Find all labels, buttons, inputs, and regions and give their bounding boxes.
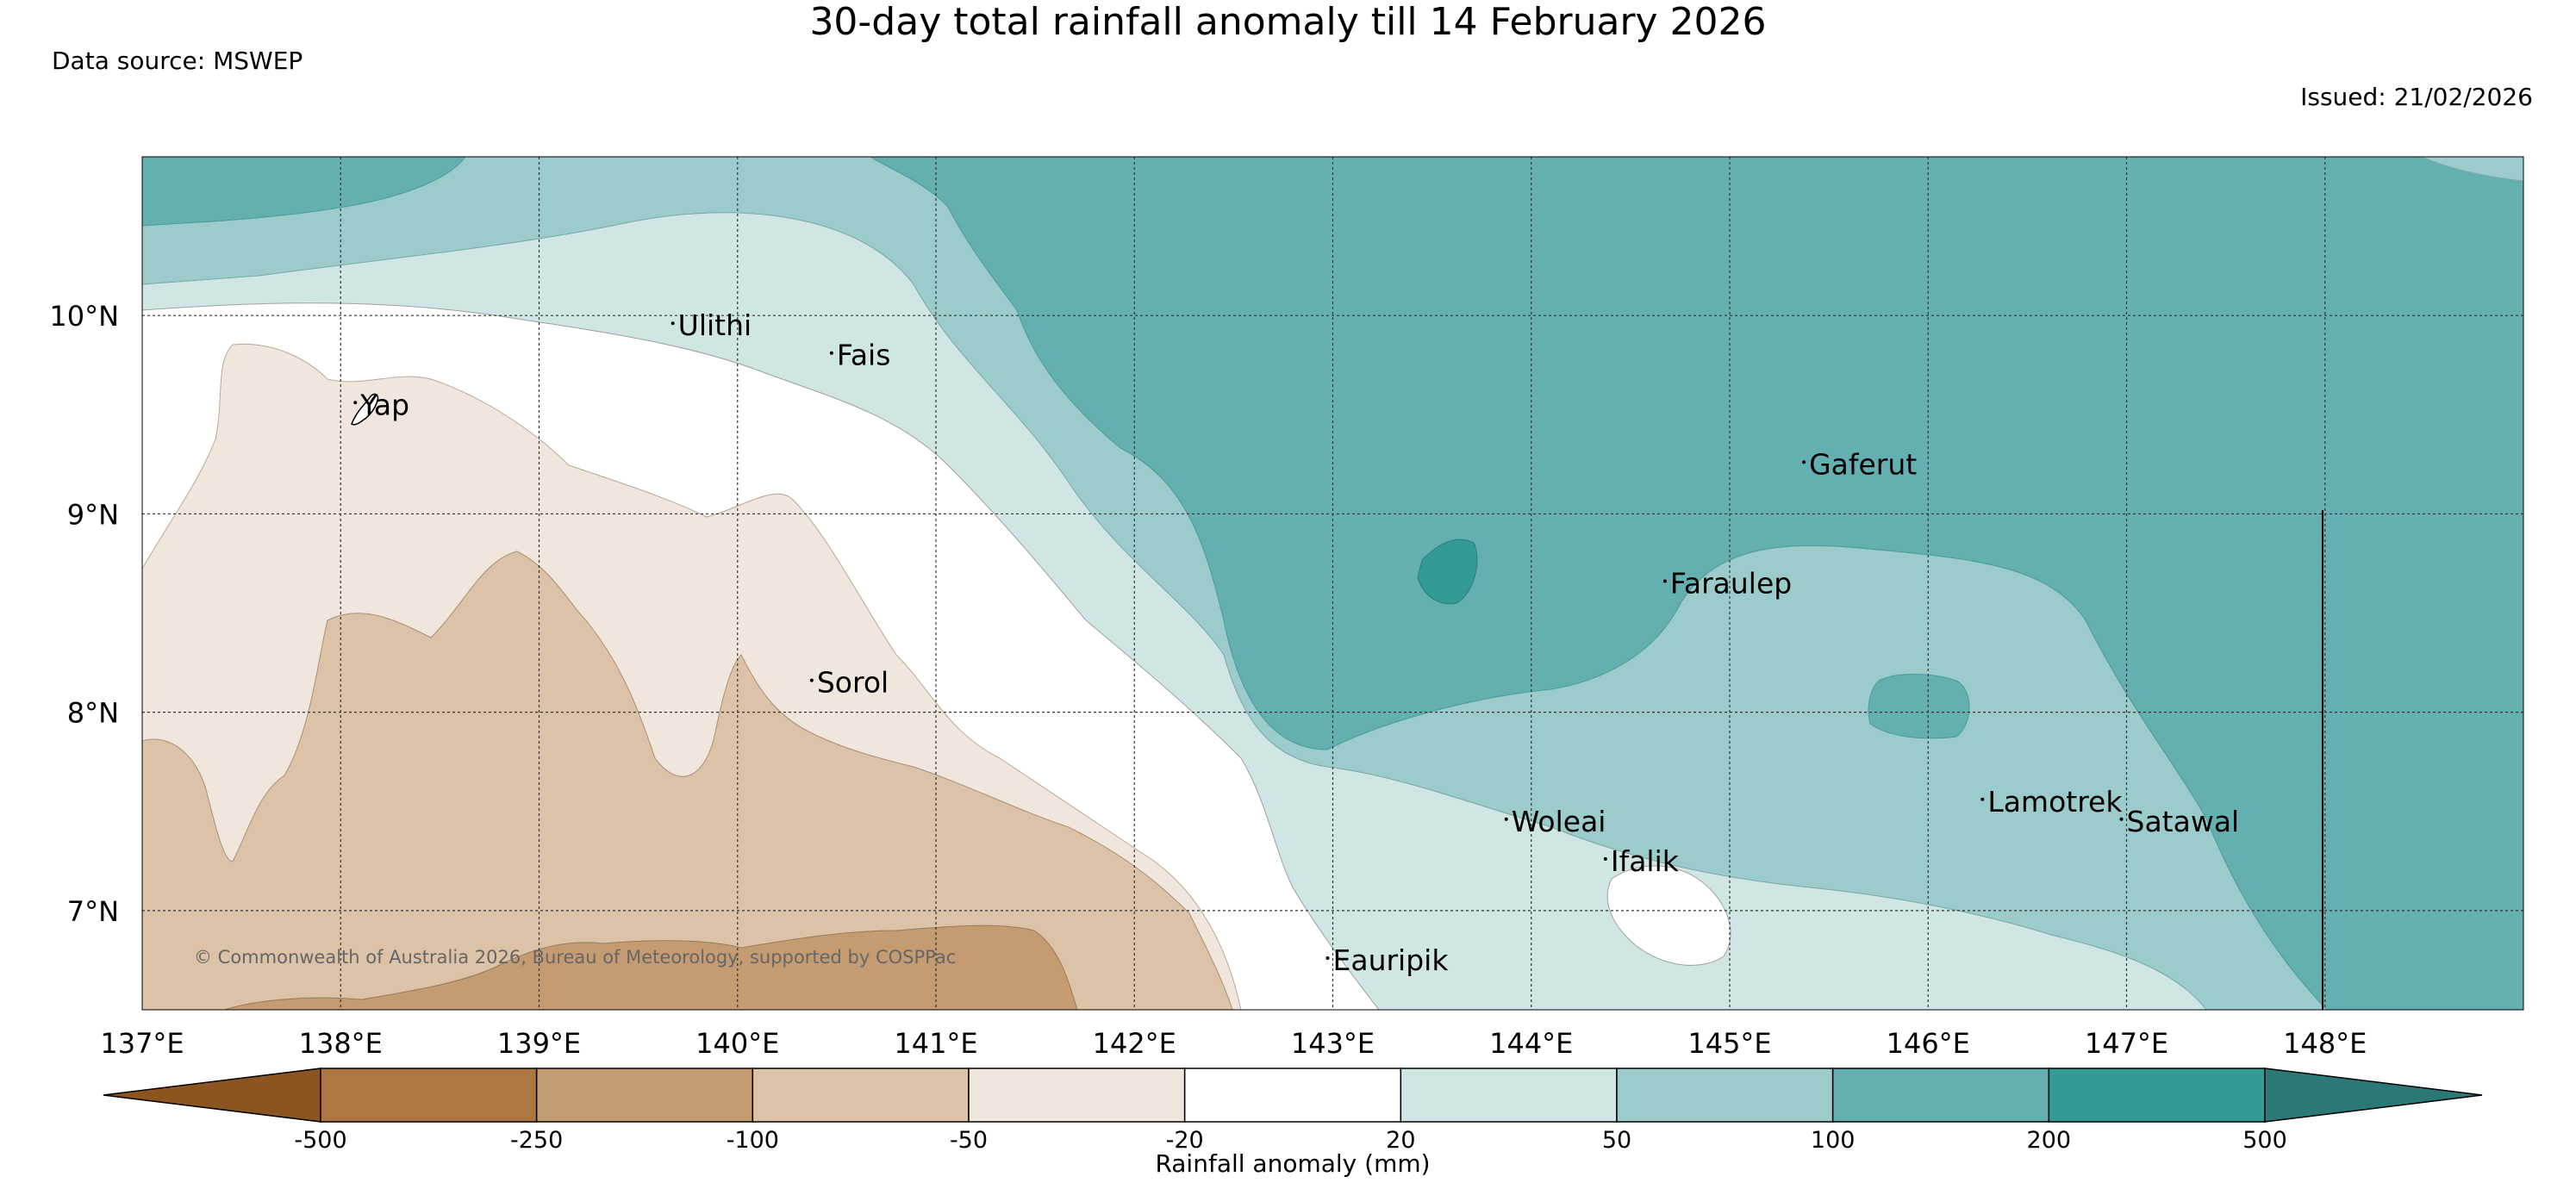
- colorbar-swatch: [1400, 1068, 1618, 1123]
- lon-tick-label: 138°E: [299, 1027, 383, 1060]
- place-label-sorol: Sorol: [817, 666, 889, 700]
- data-source-label: Data source: MSWEP: [52, 47, 303, 75]
- contour-100-200-nw: [142, 157, 466, 227]
- lat-tick-label: 8°N: [67, 697, 119, 730]
- lat-tick-label: 10°N: [49, 300, 119, 333]
- lon-tick-label: 139°E: [497, 1027, 581, 1060]
- colorbar-extend-high: [2264, 1068, 2483, 1123]
- place-marker: [1325, 956, 1330, 960]
- colorbar-tick-label: -250: [510, 1127, 563, 1154]
- lon-tick-label: 142°E: [1093, 1027, 1176, 1060]
- lat-tick-label: 7°N: [67, 895, 119, 928]
- place-label-fais: Fais: [837, 339, 891, 372]
- colorbar-swatch: [1616, 1068, 1834, 1123]
- colorbar-tick-label: -50: [950, 1127, 988, 1154]
- place-marker: [1802, 460, 1806, 464]
- contour-neutral-patch: [1606, 865, 1731, 966]
- page-title: 30-day total rainfall anomaly till 14 Fe…: [809, 0, 1767, 44]
- colorbar-swatch: [968, 1068, 1186, 1123]
- place-label-eauripik: Eauripik: [1333, 943, 1450, 977]
- issued-date-label: Issued: 21/02/2026: [2300, 83, 2533, 111]
- colorbar-tick-label: 200: [2027, 1127, 2072, 1154]
- colorbar-swatch: [1831, 1068, 2050, 1123]
- place-marker: [829, 351, 833, 355]
- colorbar-swatch: [2048, 1068, 2266, 1123]
- place-marker: [1504, 817, 1508, 821]
- lon-tick-label: 144°E: [1489, 1027, 1573, 1060]
- place-marker: [2119, 817, 2124, 821]
- colorbar-tick-label: -500: [294, 1127, 346, 1154]
- lon-tick-label: 146°E: [1887, 1027, 1970, 1060]
- lon-tick-label: 147°E: [2085, 1027, 2168, 1060]
- lat-tick-label: 9°N: [67, 498, 119, 531]
- lon-tick-label: 145°E: [1687, 1027, 1771, 1060]
- place-label-faraulep: Faraulep: [1670, 567, 1792, 601]
- place-label-lamotrek: Lamotrek: [1987, 785, 2123, 819]
- contour-dry-mid: [142, 551, 1233, 1010]
- colorbar-swatch: [535, 1068, 754, 1123]
- colorbar-extend-low: [103, 1068, 321, 1123]
- place-marker: [809, 678, 814, 682]
- graticule: [142, 157, 2523, 1010]
- colorbar-tick-label: -100: [727, 1127, 779, 1154]
- place-marker: [1662, 579, 1667, 583]
- colorbar-tick-label: 50: [1602, 1127, 1631, 1154]
- place-label-woleai: Woleai: [1512, 805, 1606, 838]
- colorbar-swatch: [320, 1068, 538, 1123]
- colorbar-tick-label: 500: [2242, 1127, 2287, 1154]
- lon-tick-label: 143°E: [1291, 1027, 1375, 1060]
- colorbar-label: Rainfall anomaly (mm): [1155, 1149, 1430, 1178]
- place-label-satawal: Satawal: [2127, 805, 2240, 838]
- contour-100-200-patch: [1868, 674, 1970, 739]
- lon-tick-label: 148°E: [2283, 1027, 2367, 1060]
- place-label-ulithi: Ulithi: [678, 308, 752, 342]
- place-label-yap: Yap: [359, 388, 409, 421]
- place-marker: [353, 401, 358, 405]
- place-marker: [1603, 856, 1607, 861]
- place-marker: [1980, 797, 1985, 801]
- colorbar-tick-label: 20: [1386, 1127, 1415, 1154]
- lon-tick-label: 140°E: [695, 1027, 779, 1060]
- contour-dry-dark: [223, 924, 1078, 1010]
- lon-tick-label: 137°E: [100, 1027, 184, 1060]
- lon-tick-label: 141°E: [894, 1027, 977, 1060]
- contour-200-500-patch: [1417, 538, 1478, 605]
- copyright-notice: © Commonwealth of Australia 2026, Bureau…: [194, 947, 956, 968]
- yap-island-shape: [351, 393, 379, 426]
- place-label-gaferut: Gaferut: [1809, 447, 1917, 481]
- place-label-ifalik: Ifalik: [1611, 844, 1680, 878]
- map-frame: [141, 156, 2524, 1011]
- place-marker: [671, 321, 675, 326]
- colorbar-tick-label: 100: [1811, 1127, 1856, 1154]
- colorbar-swatch: [1183, 1068, 1402, 1123]
- colorbar: -500 -250 -100 -50 -20 20 50 100 200 500: [103, 1068, 2483, 1154]
- colorbar-tick-label: -20: [1166, 1127, 1204, 1154]
- contour-100-200: [870, 157, 2523, 1010]
- colorbar-swatch: [752, 1068, 970, 1123]
